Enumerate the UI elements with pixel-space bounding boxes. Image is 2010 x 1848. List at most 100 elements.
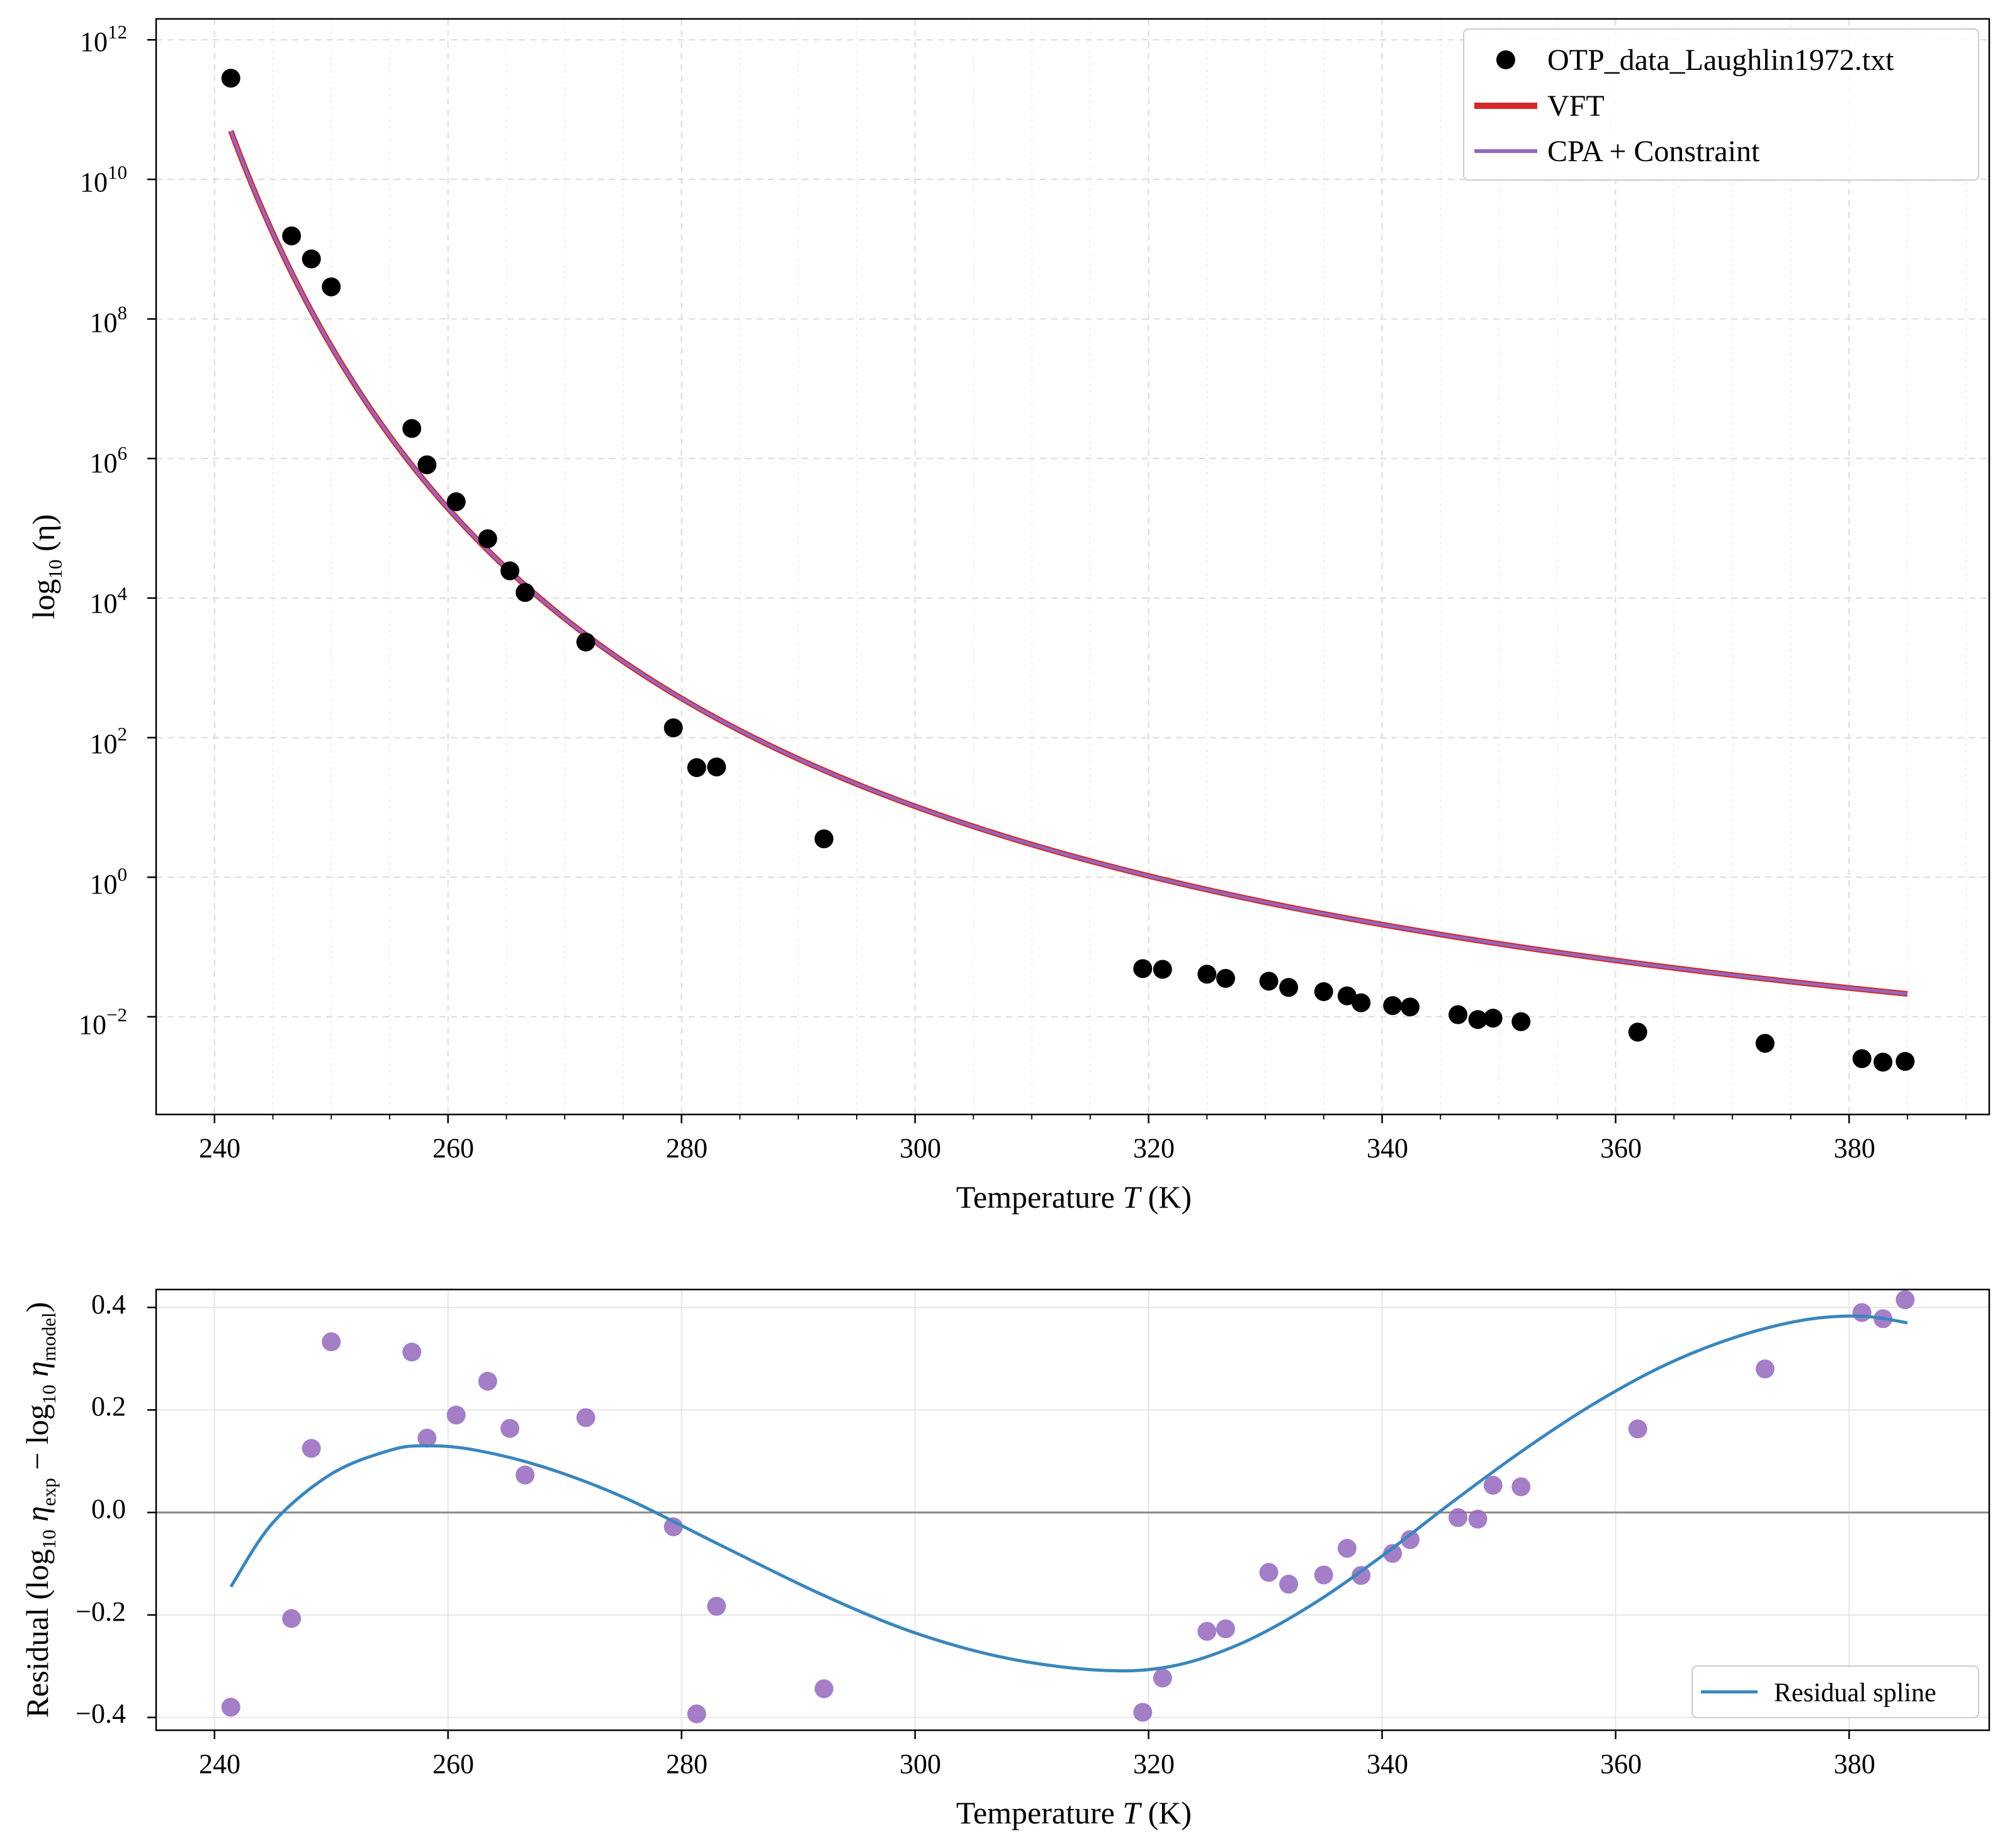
residual-point	[1448, 1508, 1468, 1528]
residual-point	[1352, 1566, 1371, 1585]
residual-point	[282, 1609, 302, 1628]
x-tick-label: 240	[199, 1749, 240, 1779]
data-point	[446, 492, 466, 511]
data-point	[1401, 997, 1420, 1017]
data-point	[1873, 1052, 1893, 1072]
residual-point	[1468, 1509, 1488, 1529]
residual-point	[516, 1465, 535, 1485]
top-axes-frame	[155, 18, 1990, 1116]
y-tick-label: 106	[90, 442, 128, 479]
data-point	[221, 69, 240, 88]
data-point	[1483, 1009, 1503, 1028]
bottom-plot-area	[156, 1290, 1989, 1730]
x-tick-label: 380	[1834, 1133, 1875, 1164]
residual-point	[478, 1371, 497, 1391]
data-point	[687, 758, 706, 778]
bottom-y-tick-labels: −0.4 −0.2 0.0 0.2 0.4	[76, 1289, 126, 1729]
bottom-panel: −0.4 −0.2 0.0 0.2 0.4 240 260 280 300 32…	[20, 1288, 1990, 1830]
data-point	[1448, 1005, 1468, 1024]
residual-point	[302, 1439, 321, 1458]
residual-point	[1852, 1303, 1872, 1322]
data-point	[814, 829, 833, 849]
data-point	[1337, 986, 1357, 1006]
data-point	[282, 226, 302, 246]
legend-label-cpa: CPA + Constraint	[1547, 135, 1760, 168]
y-tick-label: 1012	[80, 21, 127, 57]
bottom-legend: Residual spline	[1691, 1665, 1979, 1718]
residual-spline-line	[229, 1314, 1908, 1673]
residual-point	[1133, 1703, 1153, 1722]
y-tick-label: 104	[90, 582, 128, 619]
y-tick-label: 108	[90, 302, 128, 338]
data-point	[1279, 978, 1299, 997]
y-tick-label: 10−2	[79, 1004, 127, 1040]
residual-point	[417, 1429, 437, 1448]
data-point	[1628, 1023, 1647, 1042]
data-point	[663, 718, 683, 738]
data-point	[1153, 960, 1172, 979]
y-tick-label: −0.4	[76, 1698, 126, 1729]
residual-point	[1314, 1565, 1333, 1585]
data-point	[1852, 1049, 1872, 1069]
data-point	[516, 583, 535, 603]
residual-point	[1337, 1539, 1357, 1558]
legend-marker-data	[1496, 50, 1515, 69]
x-tick-label: 360	[1600, 1749, 1642, 1779]
y-tick-label: 0.0	[91, 1494, 126, 1524]
top-ticks	[147, 38, 1967, 1123]
residual-point	[1383, 1544, 1403, 1563]
y-tick-label: 1010	[80, 161, 127, 198]
x-tick-label: 320	[1133, 1133, 1175, 1164]
bottom-x-axis-label: Temperature T (K)	[956, 1795, 1192, 1830]
top-x-tick-labels: 240 260 280 300 320 340 360 380	[199, 1133, 1875, 1164]
data-point	[1895, 1052, 1915, 1071]
top-y-tick-labels: 10−2 100 102 104 106 108 1010 1012	[79, 21, 127, 1040]
data-point	[322, 277, 341, 297]
data-point	[1352, 993, 1371, 1012]
x-tick-label: 260	[432, 1749, 474, 1779]
x-tick-label: 340	[1367, 1749, 1408, 1779]
y-tick-label: 102	[90, 723, 128, 759]
residual-point	[1483, 1475, 1503, 1495]
x-tick-label: 300	[900, 1749, 941, 1779]
residual-point	[1628, 1419, 1647, 1439]
top-panel: 10−2 100 102 104 106 108 1010 1012 240 2…	[26, 18, 1990, 1215]
residual-point	[1279, 1575, 1299, 1594]
x-tick-label: 300	[900, 1133, 941, 1164]
residual-point	[1511, 1477, 1531, 1497]
top-legend-box	[1463, 28, 1979, 181]
data-point	[1511, 1012, 1531, 1031]
residual-point	[576, 1408, 596, 1427]
y-tick-label: 100	[90, 863, 128, 900]
x-tick-label: 280	[666, 1749, 708, 1779]
data-point	[1259, 972, 1279, 991]
data-point	[1216, 968, 1235, 988]
x-tick-label: 360	[1600, 1133, 1642, 1164]
residual-point	[1895, 1290, 1915, 1310]
residual-point	[1153, 1668, 1172, 1687]
top-x-axis-label: Temperature T (K)	[956, 1179, 1192, 1215]
data-point	[417, 455, 437, 475]
y-tick-label: 0.4	[91, 1289, 126, 1320]
x-tick-label: 380	[1834, 1749, 1875, 1779]
top-data-points	[221, 69, 1915, 1072]
x-tick-label: 320	[1133, 1749, 1175, 1779]
residual-point	[1755, 1359, 1775, 1379]
x-tick-label: 260	[432, 1133, 474, 1164]
legend-label-vft: VFT	[1547, 89, 1605, 123]
residual-point	[221, 1698, 240, 1717]
data-point	[576, 632, 596, 652]
data-point	[1314, 982, 1333, 1001]
residual-point	[1401, 1530, 1420, 1550]
residual-point	[446, 1405, 466, 1425]
data-point	[1383, 996, 1403, 1016]
data-point	[1468, 1010, 1488, 1029]
y-tick-label: 0.2	[91, 1391, 126, 1422]
top-plot-area	[156, 19, 1989, 1114]
data-point	[707, 757, 726, 777]
legend-label-spline: Residual spline	[1774, 1679, 1936, 1708]
data-point	[1755, 1033, 1775, 1053]
top-grid	[156, 19, 1989, 1114]
x-tick-label: 340	[1367, 1133, 1408, 1164]
